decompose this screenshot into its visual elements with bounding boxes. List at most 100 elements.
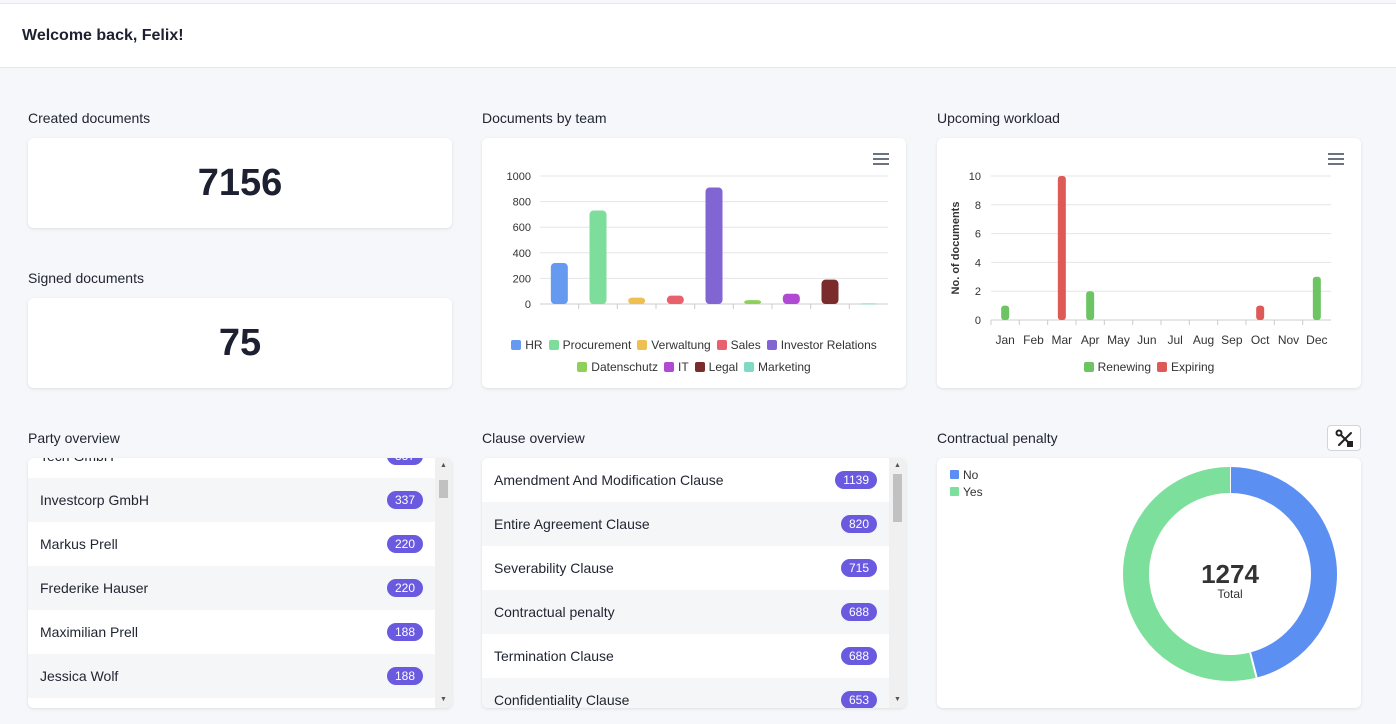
documents-by-team-card: 1000 800 600 400 200 0 HR Procurement Verwaltun… [482,138,906,388]
chart-menu-icon[interactable] [873,153,889,165]
legend-label: Verwaltung [651,338,711,352]
list-item-name: Frederike Hauser [40,580,149,596]
y-tick-label: 800 [513,197,531,209]
bar-it [782,293,800,304]
y-tick-label: 4 [975,257,981,269]
chart-menu-icon[interactable] [1328,153,1344,165]
tools-button[interactable] [1327,425,1361,451]
legend-label: Yes [963,485,983,499]
team-bar-chart: 1000 800 600 400 200 0 [507,171,888,311]
y-tick-label: 10 [969,171,981,183]
list-item[interactable]: Confidentiality Clause 653 [482,678,889,708]
signed-documents-title: Signed documents [28,270,144,286]
party-scrollbar[interactable]: ▲ ▼ [435,458,452,708]
scroll-up-arrow-icon[interactable]: ▲ [894,462,901,469]
signed-documents-value: 75 [218,322,262,364]
list-item-name: Maximilian Prell [40,624,139,640]
penalty-legend: No Yes [950,467,983,501]
list-item[interactable]: Tech GmbH 337 [28,458,435,478]
count-badge: 188 [386,623,423,641]
list-item[interactable]: Contractual penalty 688 [482,590,889,634]
bar-verwaltung [628,297,646,304]
bar-datenschutz [744,300,762,304]
created-documents-title: Created documents [28,110,151,126]
scroll-down-arrow-icon[interactable]: ▼ [894,696,901,703]
scroll-down-arrow-icon[interactable]: ▼ [440,696,447,703]
legend-item[interactable]: Expiring [1157,356,1214,378]
wrench-screwdriver-icon [1335,429,1353,447]
list-item-name: Markus Prell [40,536,118,552]
legend-item[interactable]: Sales [716,334,761,356]
x-tick-label: Dec [1306,333,1327,347]
legend-item[interactable]: IT [663,356,689,378]
x-tick-label: May [1107,333,1130,347]
legend-swatch [950,470,959,479]
x-tick-label: Nov [1278,333,1299,347]
upcoming-workload-card: 10 8 6 4 2 0 No. of documents Jan Feb Mar Apr May Ju… [937,138,1361,388]
party-overview-card: Tech GmbH 337 Investcorp GmbH 337 Markus Pre… [28,458,452,708]
legend-label: Renewing [1097,360,1151,374]
party-list: Tech GmbH 337 Investcorp GmbH 337 Markus Pre… [28,458,435,708]
count-badge: 220 [386,579,423,597]
legend-item[interactable]: Datenschutz [577,356,658,378]
list-item[interactable]: Jessica Wolf 188 [28,654,435,698]
clause-list: Amendment And Modification Clause 1139 Ent… [482,458,889,708]
list-item[interactable]: Entire Agreement Clause 820 [482,502,889,546]
legend-item[interactable]: Legal [694,356,738,378]
clause-scrollbar[interactable]: ▲ ▼ [889,458,906,708]
workload-chart-legend: Renewing Expiring [937,356,1361,378]
legend-swatch [577,362,588,372]
documents-by-team-title: Documents by team [482,110,607,126]
bar-sales [666,295,684,304]
list-item[interactable]: Investcorp GmbH 337 [28,478,435,522]
list-item-name: Severability Clause [494,560,614,576]
legend-label: Procurement [562,338,632,352]
list-item-name: Amendment And Modification Clause [494,472,724,488]
count-badge: 688 [840,647,877,665]
bar-renewing-jan [1001,305,1010,320]
list-item[interactable]: Maximilian Prell 188 [28,610,435,654]
legend-swatch [694,362,705,372]
scroll-thumb[interactable] [439,480,448,498]
legend-item[interactable]: Marketing [744,356,811,378]
legend-item[interactable]: Renewing [1083,356,1151,378]
list-item[interactable]: Frederike Hauser 220 [28,566,435,610]
bar-renewing-dec [1312,276,1321,320]
legend-swatch [511,340,522,350]
created-documents-card: 7156 [28,138,452,228]
legend-item[interactable]: Procurement [548,334,632,356]
x-tick-label: Jan [995,333,1014,347]
count-badge: 220 [386,535,423,553]
legend-swatch [950,487,959,496]
list-item[interactable]: Termination Clause 688 [482,634,889,678]
count-badge: 188 [386,667,423,685]
list-item-name: Tech GmbH [40,458,114,464]
x-tick-label: Mar [1051,333,1072,347]
y-tick-label: 0 [975,315,981,327]
bar-expiring-oct [1256,305,1265,320]
legend-swatch [1157,362,1167,372]
x-tick-label: Jul [1167,333,1182,347]
legend-item[interactable]: Verwaltung [637,334,711,356]
legend-label: Sales [730,338,761,352]
scroll-up-arrow-icon[interactable]: ▲ [440,462,447,469]
legend-swatch [766,340,777,350]
count-badge: 337 [386,491,423,509]
list-item[interactable]: Severability Clause 715 [482,546,889,590]
legend-item[interactable]: Investor Relations [766,334,877,356]
count-badge: 688 [840,603,877,621]
team-chart-legend: HR Procurement Verwaltung Sales Investor Rel… [482,334,906,378]
upcoming-workload-title: Upcoming workload [937,110,1060,126]
welcome-title: Welcome back, Felix! [22,27,184,44]
legend-swatch [637,340,648,350]
list-item[interactable]: Markus Prell 220 [28,522,435,566]
legend-item[interactable]: HR [511,334,543,356]
legend-item[interactable]: No [950,467,983,484]
count-badge: 1139 [835,471,877,489]
legend-swatch [1083,362,1094,372]
scroll-thumb[interactable] [893,474,902,522]
list-item[interactable]: Amendment And Modification Clause 1139 [482,458,889,502]
y-tick-label: 600 [513,222,531,234]
legend-item[interactable]: Yes [950,484,983,501]
signed-documents-card: 75 [28,298,452,388]
